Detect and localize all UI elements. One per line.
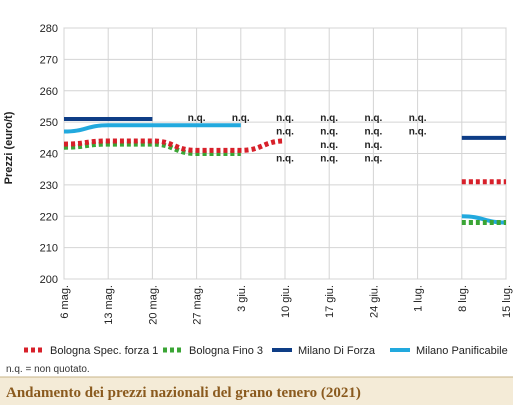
legend-label-milano-panificabile: Milano Panificabile [416,345,508,357]
nq-label-milano-di-forza: n.q. [276,113,294,124]
footnote: n.q. = non quotato. [6,364,90,375]
series-lines [63,116,507,226]
y-tick-label: 270 [40,54,58,66]
nq-label-bologna-fino-3: n.q. [320,154,338,165]
y-tick-label: 220 [40,211,58,223]
legend-label-bologna-spec-forza-1: Bologna Spec. forza 1 [50,345,158,357]
x-axis-ticks: 6 mag. 13 mag. 20 mag. 27 mag. 3 giu. 10 giu.… [59,285,513,325]
nq-label-bologna-fino-3: n.q. [276,154,294,165]
nq-label-bologna-spec-forza-1: n.q. [320,140,338,151]
y-axis-label: Prezzi (euro/t) [3,111,15,184]
x-tick-label: 3 giu. [236,285,248,312]
y-tick-label: 240 [40,149,58,161]
gridlines [63,27,507,280]
nq-label-milano-di-forza: n.q. [188,113,206,124]
x-tick-label: 15 lug. [501,285,513,318]
legend-label-bologna-fino-3: Bologna Fino 3 [189,345,263,357]
series-line-milano-panificabile [461,214,507,225]
series-line-bologna-fino-3 [63,141,241,157]
x-tick-label: 20 mag. [147,285,159,325]
nq-label-milano-panificabile: n.q. [365,127,383,138]
nq-label-milano-di-forza: n.q. [365,113,383,124]
nq-label-milano-di-forza: n.q. [232,113,250,124]
x-tick-label: 1 lug. [413,285,425,312]
x-tick-label: 8 lug. [457,285,469,312]
y-tick-label: 250 [40,117,58,129]
legend: Bologna Spec. forza 1 Bologna Fino 3 Milan… [24,345,508,357]
title-band [0,377,513,405]
nq-label-milano-di-forza: n.q. [320,113,338,124]
nq-label-milano-di-forza: n.q. [409,113,427,124]
nq-label-bologna-spec-forza-1: n.q. [365,140,383,151]
x-tick-label: 24 giu. [368,285,380,318]
nq-label-milano-panificabile: n.q. [320,127,338,138]
legend-label-milano-di-forza: Milano Di Forza [298,345,376,357]
y-tick-label: 280 [40,23,58,35]
y-tick-label: 210 [40,243,58,255]
y-tick-label: 200 [40,274,58,286]
nq-label-milano-panificabile: n.q. [276,127,294,138]
y-tick-label: 230 [40,180,58,192]
x-tick-label: 27 mag. [192,285,204,325]
series-line-bologna-spec-forza-1 [63,138,286,153]
x-tick-label: 6 mag. [59,285,71,319]
x-tick-label: 13 mag. [103,285,115,325]
not-quoted-labels: n.q. n.q. n.q. n.q. n.q. n.q. n.q. n.q. n.q. n.q.… [188,113,427,165]
nq-label-bologna-fino-3: n.q. [365,154,383,165]
x-tick-label: 10 giu. [280,285,292,318]
plot-area: n.q. n.q. n.q. n.q. n.q. n.q. n.q. n.q. n.q. n.q.… [63,27,507,280]
y-tick-label: 260 [40,86,58,98]
series-line-milano-panificabile [63,123,241,134]
x-tick-label: 17 giu. [324,285,336,318]
y-axis-ticks: 200 210 220 230 240 250 260 270 280 [40,23,58,286]
chart-title: Andamento dei prezzi nazionali del grano… [6,385,361,401]
nq-label-milano-panificabile: n.q. [409,127,427,138]
